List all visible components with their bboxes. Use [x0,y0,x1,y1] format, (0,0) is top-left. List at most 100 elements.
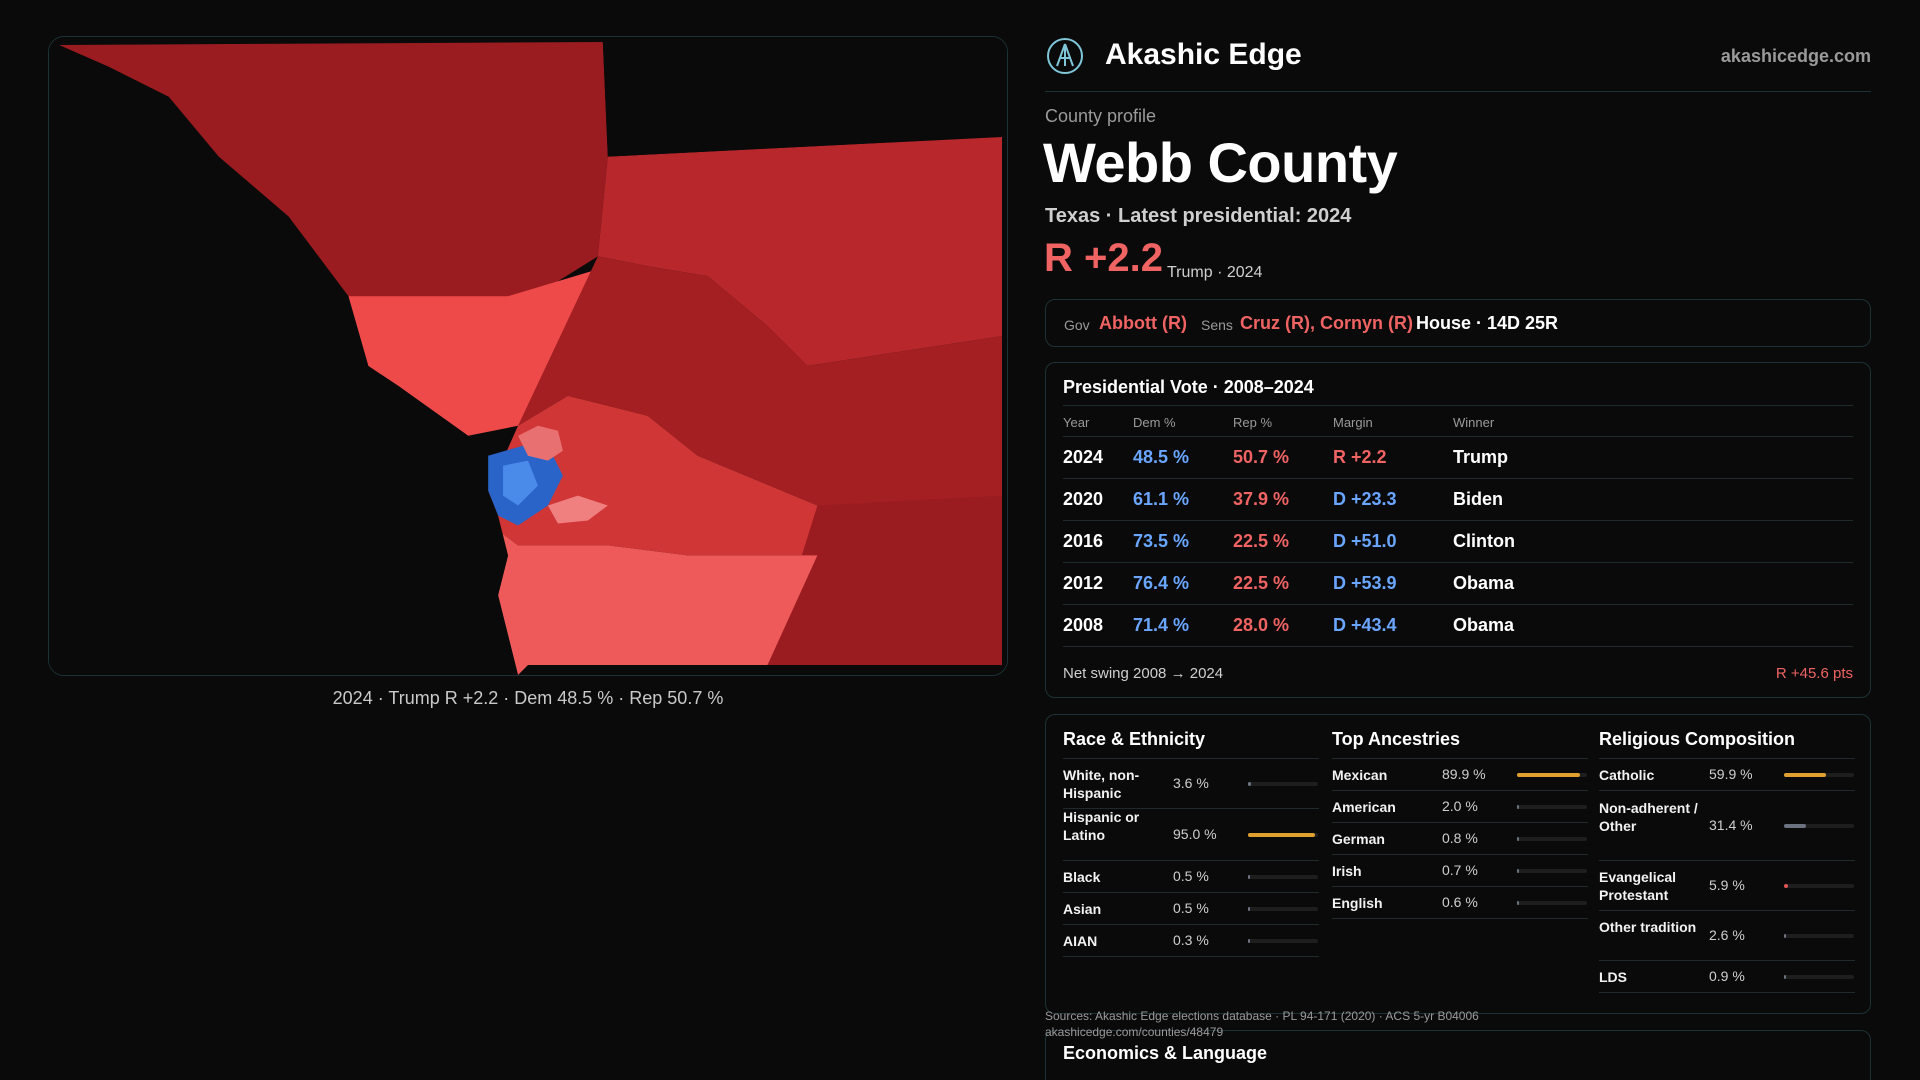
bar-track [1517,869,1587,873]
table-row[interactable]: 2008 71.4 % 28.0 % D +43.4 Obama [1063,605,1853,647]
sens-label: Sens [1201,317,1233,333]
item-percent: 5.9 % [1709,877,1745,893]
bar-fill [1517,901,1519,905]
race-ethnicity-column: Race & Ethnicity White, non-Hispanic 3.6 … [1063,729,1319,957]
list-item: Mexican 89.9 % [1332,759,1588,791]
bar-fill [1248,875,1250,879]
table-title: Presidential Vote · 2008–2024 [1063,377,1314,397]
cell-year: 2016 [1063,531,1104,551]
list-item: LDS 0.9 % [1599,961,1855,993]
list-item: English 0.6 % [1332,887,1588,919]
list-item: Irish 0.7 % [1332,855,1588,887]
cell-dem: 71.4 % [1133,615,1190,635]
bar-fill [1517,837,1519,841]
bar-track [1517,837,1587,841]
bar-track [1784,773,1854,777]
table-row[interactable]: 2016 73.5 % 22.5 % D +51.0 Clinton [1063,521,1853,563]
list-item: Non-adherent / Other 31.4 % [1599,791,1855,861]
item-percent: 0.5 % [1173,868,1209,884]
col-header-margin: Margin [1333,415,1373,430]
cell-dem: 73.5 % [1133,531,1190,551]
section-label: County profile [1045,106,1157,126]
map-outside-area [602,37,1007,157]
akashic-logo-icon[interactable] [1045,36,1085,76]
cell-year: 2012 [1063,573,1104,593]
item-percent: 89.9 % [1442,766,1486,782]
item-label: American [1332,799,1396,815]
county-map[interactable] [48,36,1008,676]
gov-label: Gov [1064,317,1090,333]
presidential-vote-table: Presidential Vote · 2008–2024 Year Dem %… [1045,362,1871,698]
bar-fill [1517,805,1519,809]
list-item: American 2.0 % [1332,791,1588,823]
item-label: Asian [1063,901,1102,917]
cell-rep: 50.7 % [1233,447,1290,467]
economics-title: Economics & Language [1063,1043,1268,1063]
col-header-dem: Dem % [1133,415,1176,430]
map-caption: 2024 · Trump R +2.2 · Dem 48.5 % · Rep 5… [332,688,724,708]
list-item: Other tradition 2.6 % [1599,911,1855,961]
brand-name[interactable]: Akashic Edge [1105,38,1302,71]
page-title: Webb County [1043,131,1398,194]
bar-fill [1784,934,1786,938]
cell-winner: Obama [1453,573,1515,593]
cell-margin: D +51.0 [1333,531,1397,551]
cell-margin: D +23.3 [1333,489,1397,509]
county-url-link[interactable]: akashicedge.com/counties/48479 [1045,1025,1224,1039]
item-percent: 31.4 % [1709,817,1753,833]
margin-headline: R +2.2 [1044,236,1163,280]
item-percent: 0.9 % [1709,968,1745,984]
religion-column: Religious Composition Catholic 59.9 % Non-… [1599,729,1855,993]
table-row[interactable]: 2020 61.1 % 37.9 % D +23.3 Biden [1063,479,1853,521]
item-label: Hispanic or Latino [1063,809,1140,843]
demographics-panel: Race & Ethnicity White, non-Hispanic 3.6 … [1045,714,1871,1014]
ancestries-column: Top Ancestries Mexican 89.9 % American 2.0 … [1332,729,1588,919]
bar-track [1248,875,1318,879]
col-header-winner: Winner [1453,415,1495,430]
economics-panel: Economics & Language [1045,1030,1871,1080]
item-label: Other tradition [1599,919,1697,935]
list-item: AIAN 0.3 % [1063,925,1319,957]
county-subtitle: Texas · Latest presidential: 2024 [1045,205,1352,227]
brand-url-link[interactable]: akashicedge.com [1720,46,1871,66]
net-swing-label: Net swing 2008 → 2024 [1063,665,1224,682]
cell-year: 2020 [1063,489,1104,509]
item-label: English [1332,895,1383,911]
item-percent: 95.0 % [1173,826,1217,842]
item-percent: 59.9 % [1709,766,1753,782]
table-row[interactable]: 2012 76.4 % 22.5 % D +53.9 Obama [1063,563,1853,605]
table-row[interactable]: 2024 48.5 % 50.7 % R +2.2 Trump [1063,437,1853,479]
item-label: Catholic [1599,767,1655,783]
map-precinct [547,495,608,524]
bar-fill [1517,869,1519,873]
brand-header: Akashic Edge akashicedge.com [1045,36,1871,92]
map-precinct [767,495,1003,666]
bar-track [1784,934,1854,938]
item-percent: 2.6 % [1709,927,1745,943]
cell-margin: D +43.4 [1333,615,1397,635]
bar-fill [1248,939,1250,943]
item-label: Black [1063,869,1101,885]
item-label: White, non-Hispanic [1063,767,1140,801]
sources-note: Sources: Akashic Edge elections database… [1045,1006,1479,1042]
race-title: Race & Ethnicity [1063,729,1319,759]
list-item: Asian 0.5 % [1063,893,1319,925]
cell-margin: D +53.9 [1333,573,1397,593]
bar-fill [1248,907,1250,911]
col-header-year: Year [1063,415,1090,430]
ancestries-title: Top Ancestries [1332,729,1588,759]
item-percent: 0.7 % [1442,862,1478,878]
map-precinct [518,425,563,461]
bar-fill [1784,824,1806,828]
item-percent: 0.3 % [1173,932,1209,948]
list-item: German 0.8 % [1332,823,1588,855]
bar-fill [1784,975,1786,979]
precinct-map-svg[interactable] [49,37,1007,675]
margin-note: Trump · 2024 [1167,264,1263,281]
sources-line: Sources: Akashic Edge elections database… [1045,1009,1479,1023]
map-precinct [478,515,818,675]
cell-winner: Biden [1453,489,1504,509]
item-percent: 3.6 % [1173,775,1209,791]
bar-track [1784,824,1854,828]
bar-track [1248,939,1318,943]
